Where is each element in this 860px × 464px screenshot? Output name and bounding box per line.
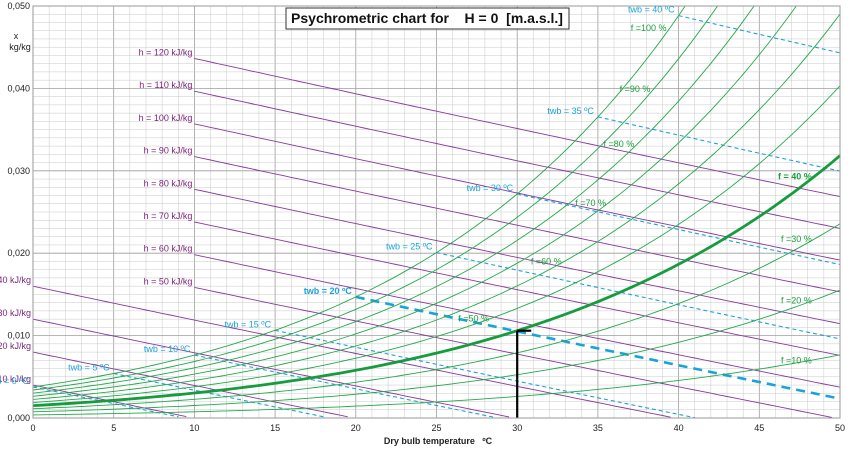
rh-curve-40 bbox=[32, 154, 841, 407]
rh-curve-70 bbox=[32, 5, 797, 397]
y-tick-label: 0,000 bbox=[7, 413, 30, 423]
wet-bulb-lines bbox=[32, 15, 841, 419]
rh-label-30: f =30 % bbox=[781, 234, 812, 244]
rh-curve-90 bbox=[32, 5, 718, 391]
x-tick-label: 25 bbox=[431, 423, 441, 433]
enthalpy-label-100: h = 100 kJ/kg bbox=[139, 113, 193, 123]
wet-bulb-line-10 bbox=[194, 354, 494, 418]
enthalpy-label-70: h = 70 kJ/kg bbox=[144, 211, 193, 221]
chart-title: Psychrometric chart for H = 0 [m.a.s.l.] bbox=[291, 10, 563, 26]
wet-bulb-label-20: twb = 20 ºC bbox=[304, 286, 353, 296]
rh-label-50: f =50 % bbox=[458, 314, 489, 324]
axes: 0 5 10 15 20 25 30 35 40 45 50 0,000 0,010 0,020 0,030… bbox=[7, 1, 845, 433]
x-tick-label: 45 bbox=[754, 423, 764, 433]
enthalpy-label-110: h = 110 kJ/kg bbox=[139, 80, 192, 90]
wet-bulb-label-40: twb = 40 ºC bbox=[628, 5, 675, 15]
enthalpy-label-90: h = 90 kJ/kg bbox=[144, 146, 193, 156]
enthalpy-line-90 bbox=[194, 156, 841, 293]
rh-label-40: f = 40 % bbox=[778, 171, 812, 181]
rh-curve-80 bbox=[32, 5, 755, 394]
y-axis-label-x: x bbox=[14, 31, 19, 41]
enthalpy-label-120: h = 120 kJ/kg bbox=[139, 47, 193, 57]
y-axis-label-unit: kg/kg bbox=[9, 42, 31, 52]
wet-bulb-label-35: twb = 35 ºC bbox=[547, 106, 594, 116]
enthalpy-line-120 bbox=[194, 58, 841, 198]
x-tick-label: 35 bbox=[593, 423, 603, 433]
enthalpy-line-20 bbox=[32, 351, 348, 418]
rh-label-60: f =60 % bbox=[531, 257, 562, 267]
enthalpy-label-80: h = 80 kJ/kg bbox=[144, 178, 193, 188]
wet-bulb-line-0 bbox=[32, 386, 179, 418]
plot-frame bbox=[32, 5, 841, 419]
y-tick-label: 0,040 bbox=[7, 83, 30, 93]
enthalpy-label-50: h = 50 kJ/kg bbox=[144, 276, 193, 286]
wet-bulb-label-0: twb = 0 ºC bbox=[0, 376, 29, 386]
enthalpy-label-20: h = 20 kJ/kg bbox=[0, 341, 31, 351]
rh-curves bbox=[32, 5, 841, 416]
enthalpy-line-60 bbox=[194, 254, 841, 388]
wet-bulb-line-20 bbox=[355, 295, 841, 400]
x-tick-label: 10 bbox=[189, 423, 199, 433]
x-tick-label: 50 bbox=[835, 423, 845, 433]
enthalpy-label-60: h = 60 kJ/kg bbox=[144, 244, 193, 254]
wet-bulb-line-30 bbox=[517, 193, 841, 266]
rh-label-10: f =10 % bbox=[781, 355, 812, 365]
x-axis-label: Dry bulb temperature ºC bbox=[384, 436, 493, 446]
wet-bulb-label-30: twb = 30 ºC bbox=[467, 183, 514, 193]
wet-bulb-line-15 bbox=[274, 329, 695, 419]
rh-curve-50 bbox=[32, 85, 841, 403]
enthalpy-line-110 bbox=[194, 90, 841, 229]
rh-label-20: f =20 % bbox=[781, 296, 812, 306]
wet-bulb-label-10: twb = 10 ºC bbox=[144, 344, 191, 354]
x-tick-label: 0 bbox=[30, 423, 35, 433]
title-box bbox=[285, 7, 570, 30]
x-tick-label: 30 bbox=[512, 423, 522, 433]
wet-bulb-line-25 bbox=[436, 252, 841, 340]
rh-label-100: f =100 % bbox=[631, 23, 667, 33]
rh-curve-100 bbox=[32, 5, 686, 388]
rh-curve-60 bbox=[32, 13, 841, 400]
rh-curve-30 bbox=[32, 223, 841, 410]
wet-bulb-label-15: twb = 15 ºC bbox=[225, 319, 272, 329]
enthalpy-line-100 bbox=[194, 123, 841, 261]
enthalpy-label-40: h = 40 kJ/kg bbox=[0, 275, 31, 285]
y-tick-label: 0,020 bbox=[7, 248, 30, 258]
enthalpy-label-30: h = 30 kJ/kg bbox=[0, 308, 31, 318]
x-tick-label: 5 bbox=[111, 423, 116, 433]
rh-label-70: f =70 % bbox=[575, 198, 606, 208]
y-tick-label: 0,030 bbox=[7, 166, 30, 176]
x-tick-label: 40 bbox=[674, 423, 684, 433]
state-point-marker bbox=[516, 329, 532, 418]
y-tick-label: 0,010 bbox=[7, 331, 30, 341]
wet-bulb-label-5: twb = 5 ºC bbox=[68, 362, 110, 372]
enthalpy-label-10: h = 10 kJ/kg bbox=[0, 374, 31, 384]
y-tick-label: 0,050 bbox=[7, 1, 30, 11]
wet-bulb-label-25: twb = 25 ºC bbox=[386, 242, 433, 252]
rh-label-90: f =90 % bbox=[620, 84, 651, 94]
x-tick-label: 15 bbox=[270, 423, 280, 433]
rh-curve-10 bbox=[32, 354, 841, 416]
enthalpy-line-30 bbox=[32, 318, 510, 418]
line-labels: h = 10 kJ/kg h = 20 kJ/kg h = 30 kJ/kg h = … bbox=[0, 5, 812, 386]
enthalpy-line-70 bbox=[194, 221, 841, 356]
enthalpy-line-80 bbox=[194, 188, 841, 325]
x-tick-label: 20 bbox=[351, 423, 361, 433]
wet-bulb-line-5 bbox=[113, 372, 324, 418]
wet-bulb-line-35 bbox=[597, 116, 841, 172]
enthalpy-line-40 bbox=[32, 285, 671, 418]
rh-curve-20 bbox=[32, 289, 841, 413]
rh-label-80: f =80 % bbox=[603, 139, 634, 149]
